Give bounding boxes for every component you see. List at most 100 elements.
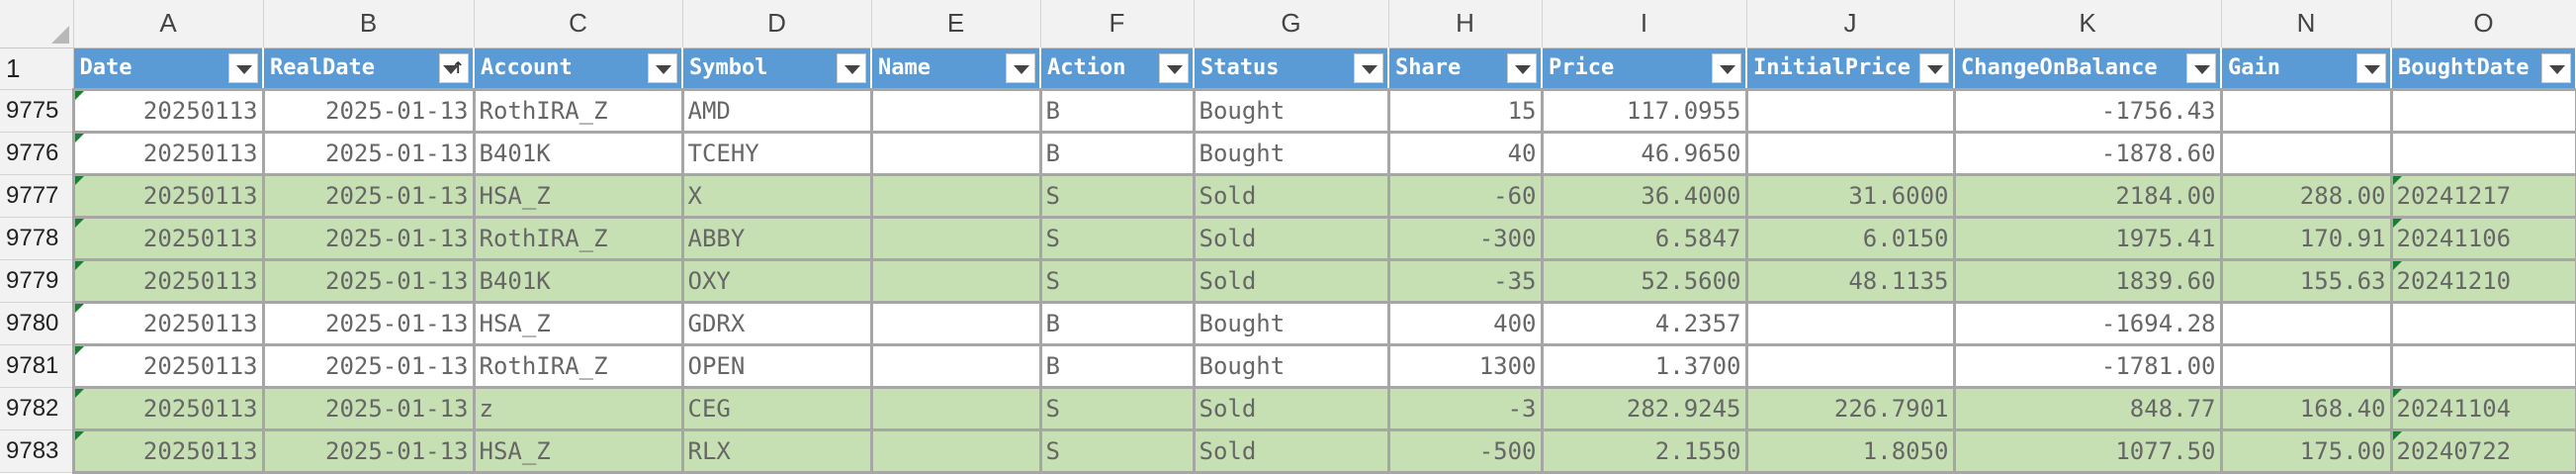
select-all-corner[interactable] [0, 0, 74, 48]
cell-action[interactable]: B [1038, 342, 1196, 389]
row-number[interactable]: 9778 [0, 217, 74, 260]
row-number[interactable]: 9783 [0, 429, 74, 473]
filter-dropdown-icon[interactable] [648, 52, 677, 83]
cell-symbol[interactable]: OXY [680, 257, 873, 304]
column-header-g[interactable]: G [1194, 0, 1389, 48]
cell-realdate[interactable]: 2025-01-13 [261, 172, 476, 219]
cell-boughtdate[interactable] [2389, 130, 2576, 176]
cell-action[interactable]: B [1038, 130, 1196, 176]
cell-boughtdate[interactable]: 20241210 [2389, 257, 2576, 304]
row-number[interactable]: 1 [0, 47, 74, 90]
filter-dropdown-icon[interactable] [1712, 52, 1741, 83]
cell-changeonbalance[interactable]: 2184.00 [1952, 172, 2223, 219]
cell-price[interactable]: 36.4000 [1540, 172, 1748, 219]
cell-symbol[interactable]: CEG [680, 385, 873, 431]
cell-boughtdate[interactable]: 20241104 [2389, 385, 2576, 431]
column-header-h[interactable]: H [1388, 0, 1543, 48]
cell-gain[interactable]: 170.91 [2219, 215, 2393, 261]
cell-price[interactable]: 46.9650 [1540, 130, 1748, 176]
filter-dropdown-icon[interactable] [837, 52, 866, 83]
cell-status[interactable]: Bought [1192, 300, 1390, 346]
cell-date[interactable]: 20250113 [71, 342, 265, 389]
cell-gain[interactable]: 168.40 [2219, 385, 2393, 431]
cell-status[interactable]: Bought [1192, 87, 1390, 134]
cell-initialprice[interactable] [1744, 342, 1956, 389]
cell-account[interactable]: B401K [472, 130, 684, 176]
filter-dropdown-icon[interactable] [1354, 52, 1383, 83]
column-header-f[interactable]: F [1040, 0, 1195, 48]
row-number[interactable]: 9779 [0, 259, 74, 303]
cell-name[interactable] [869, 215, 1042, 261]
filter-dropdown-icon[interactable] [2356, 52, 2386, 83]
row-number[interactable]: 9776 [0, 132, 74, 175]
column-header-b[interactable]: B [263, 0, 475, 48]
cell-changeonbalance[interactable]: 1077.50 [1952, 427, 2223, 474]
cell-price[interactable]: 4.2357 [1540, 300, 1748, 346]
cell-symbol[interactable]: AMD [680, 87, 873, 134]
cell-initialprice[interactable] [1744, 300, 1956, 346]
cell-boughtdate[interactable] [2389, 342, 2576, 389]
cell-action[interactable]: S [1038, 215, 1196, 261]
cell-changeonbalance[interactable]: -1756.43 [1952, 87, 2223, 134]
row-number[interactable]: 9775 [0, 89, 74, 133]
column-header-n[interactable]: N [2221, 0, 2392, 48]
cell-action[interactable]: S [1038, 172, 1196, 219]
cell-realdate[interactable]: 2025-01-13 [261, 87, 476, 134]
filter-dropdown-icon[interactable] [2541, 52, 2571, 83]
cell-account[interactable]: HSA_Z [472, 300, 684, 346]
cell-action[interactable]: S [1038, 427, 1196, 474]
cell-boughtdate[interactable] [2389, 87, 2576, 134]
cell-share[interactable]: 400 [1386, 300, 1544, 346]
filter-sort-icon[interactable]: ↑ [439, 52, 469, 83]
cell-initialprice[interactable]: 48.1135 [1744, 257, 1956, 304]
filter-dropdown-icon[interactable] [1006, 52, 1035, 83]
cell-account[interactable]: z [472, 385, 684, 431]
column-header-j[interactable]: J [1746, 0, 1955, 48]
cell-symbol[interactable]: TCEHY [680, 130, 873, 176]
cell-name[interactable] [869, 87, 1042, 134]
cell-status[interactable]: Sold [1192, 385, 1390, 431]
cell-action[interactable]: S [1038, 257, 1196, 304]
column-header-k[interactable]: K [1954, 0, 2222, 48]
column-header-i[interactable]: I [1542, 0, 1747, 48]
cell-account[interactable]: RothIRA_Z [472, 215, 684, 261]
cell-action[interactable]: S [1038, 385, 1196, 431]
cell-price[interactable]: 52.5600 [1540, 257, 1748, 304]
cell-name[interactable] [869, 257, 1042, 304]
cell-changeonbalance[interactable]: -1781.00 [1952, 342, 2223, 389]
cell-changeonbalance[interactable]: 1839.60 [1952, 257, 2223, 304]
cell-share[interactable]: 1300 [1386, 342, 1544, 389]
filter-dropdown-icon[interactable] [1507, 52, 1537, 83]
cell-account[interactable]: B401K [472, 257, 684, 304]
cell-share[interactable]: -3 [1386, 385, 1544, 431]
cell-date[interactable]: 20250113 [71, 300, 265, 346]
cell-price[interactable]: 2.1550 [1540, 427, 1748, 474]
cell-action[interactable]: B [1038, 87, 1196, 134]
cell-share[interactable]: -60 [1386, 172, 1544, 219]
cell-name[interactable] [869, 130, 1042, 176]
row-number[interactable]: 9782 [0, 387, 74, 430]
cell-gain[interactable] [2219, 300, 2393, 346]
cell-boughtdate[interactable]: 20240722 [2389, 427, 2576, 474]
cell-name[interactable] [869, 300, 1042, 346]
row-number[interactable]: 9777 [0, 174, 74, 218]
cell-date[interactable]: 20250113 [71, 130, 265, 176]
cell-status[interactable]: Sold [1192, 172, 1390, 219]
cell-changeonbalance[interactable]: -1878.60 [1952, 130, 2223, 176]
cell-realdate[interactable]: 2025-01-13 [261, 427, 476, 474]
cell-gain[interactable]: 155.63 [2219, 257, 2393, 304]
cell-account[interactable]: HSA_Z [472, 172, 684, 219]
cell-status[interactable]: Sold [1192, 427, 1390, 474]
filter-dropdown-icon[interactable] [1159, 52, 1189, 83]
cell-gain[interactable] [2219, 87, 2393, 134]
filter-dropdown-icon[interactable] [228, 52, 258, 83]
cell-initialprice[interactable]: 31.6000 [1744, 172, 1956, 219]
cell-changeonbalance[interactable]: 848.77 [1952, 385, 2223, 431]
cell-status[interactable]: Sold [1192, 215, 1390, 261]
cell-account[interactable]: RothIRA_Z [472, 342, 684, 389]
cell-changeonbalance[interactable]: 1975.41 [1952, 215, 2223, 261]
cell-price[interactable]: 282.9245 [1540, 385, 1748, 431]
cell-account[interactable]: HSA_Z [472, 427, 684, 474]
filter-dropdown-icon[interactable] [1919, 52, 1949, 83]
